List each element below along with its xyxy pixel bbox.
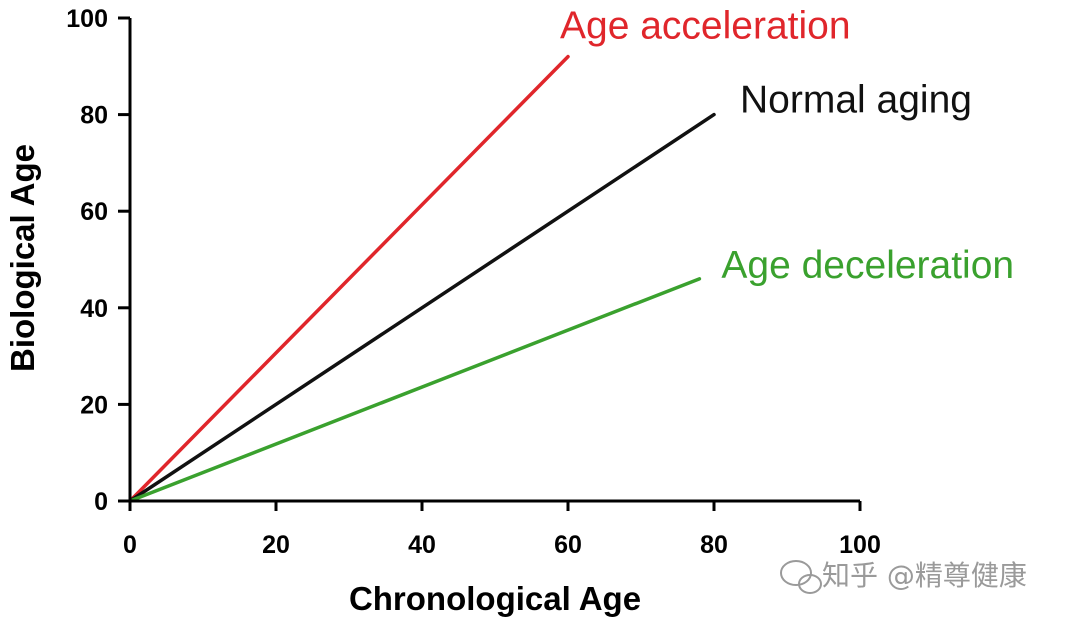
x-ticks: 0 20 40 60 80 100	[123, 501, 881, 559]
series-label: Age deceleration	[721, 244, 1014, 287]
series-labels: Age acceleration Normal aging Age decelera…	[560, 5, 1014, 287]
x-tick-label: 100	[839, 531, 881, 559]
series-line-age-acceleration	[128, 54, 570, 503]
y-tick-label: 40	[80, 295, 108, 323]
wechat-bubble-icon	[780, 560, 822, 594]
series-line-normal-aging	[128, 112, 716, 503]
watermark: 知乎 @精尊健康	[780, 559, 1027, 594]
y-tick-label: 80	[80, 102, 108, 130]
series-label: Normal aging	[740, 79, 972, 122]
x-tick-label: 60	[554, 531, 582, 559]
watermark-text: 知乎 @精尊健康	[822, 559, 1027, 592]
y-tick-label: 60	[80, 198, 108, 226]
x-tick-label: 0	[123, 531, 137, 559]
x-tick-label: 80	[700, 531, 728, 559]
x-tick-label: 20	[262, 531, 290, 559]
y-tick-label: 0	[94, 488, 108, 516]
y-ticks: 0 20 40 60 80 100	[66, 5, 130, 516]
y-tick-label: 20	[80, 391, 108, 419]
axes	[128, 18, 860, 503]
x-axis-title: Chronological Age	[349, 580, 641, 617]
series-label: Age acceleration	[560, 5, 851, 48]
series-line-age-deceleration	[128, 277, 702, 503]
y-tick-label: 100	[66, 5, 108, 33]
series-lines	[128, 54, 716, 503]
y-axis-title: Biological Age	[4, 144, 41, 372]
x-tick-label: 40	[408, 531, 436, 559]
